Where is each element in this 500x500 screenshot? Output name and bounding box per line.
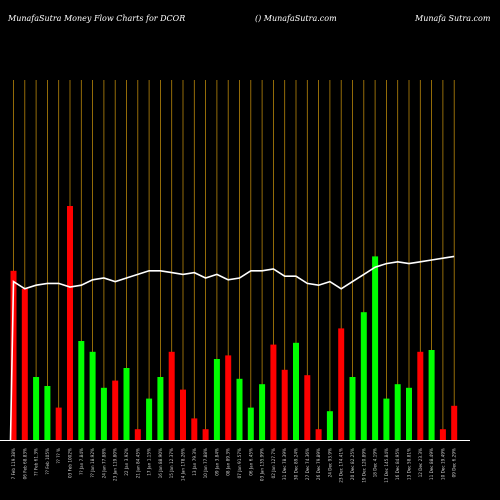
money-flow-bar [134, 429, 141, 440]
x-tick-label: 31 Dec 78.39% [282, 448, 287, 480]
x-tick-label: 23 Dec 174.41% [339, 448, 344, 483]
money-flow-bar [55, 407, 62, 440]
x-tick-label: 17 Dec 145.84% [384, 448, 389, 483]
x-tick-label: ?? Feb 61.3% [34, 448, 39, 476]
x-tick-label: 22 Jan 3.92% [124, 448, 129, 476]
x-tick-label: 06 Jan 6.45% [248, 448, 253, 476]
x-tick-label: 24 Dec 93.9% [327, 448, 332, 477]
x-tick-label: 08 Jan 89.3% [226, 448, 231, 476]
x-tick-label: ?? ?? % [56, 448, 61, 464]
money-flow-bar [428, 350, 435, 440]
money-flow-bar [225, 355, 232, 440]
money-flow-bar [100, 387, 107, 440]
money-flow-bar [146, 398, 153, 440]
x-tick-label: 13 Dec 58.81% [407, 448, 412, 480]
x-tick-label: 10 Jan 77.88% [203, 448, 208, 478]
chart-subtitle: () MunafaSutra.com [255, 14, 337, 23]
money-flow-bar [326, 411, 333, 440]
money-flow-bar [360, 312, 367, 440]
x-tick-label: 02 Jan 127.7% [271, 448, 276, 478]
money-flow-bar [191, 418, 198, 440]
money-flow-bar [168, 351, 175, 440]
money-flow-bar [78, 341, 85, 440]
money-flow-bar [270, 344, 277, 440]
money-flow-bar [451, 405, 458, 440]
x-tick-label: 18 Dec 4.19% [373, 448, 378, 477]
x-tick-label: 17 Jan 1.15% [147, 448, 152, 476]
x-tick-label: 23 Jan 119.80% [113, 448, 118, 481]
x-tick-label: 16 Jan 88.90% [158, 448, 163, 478]
x-tick-label: 24 Jan 77.88% [101, 448, 106, 478]
money-flow-bar [21, 288, 28, 440]
chart-title: MunafaSutra Money Flow Charts for DCOR [8, 14, 186, 23]
x-tick-label: 7 Feb 119.38% [11, 448, 16, 479]
money-flow-bar [236, 378, 243, 440]
x-tick-label: 15 Jan 12.37% [169, 448, 174, 478]
money-flow-bar [180, 389, 186, 440]
money-flow-bar [372, 256, 379, 440]
x-tick-label: 20 Dec 82.25% [350, 448, 355, 480]
x-tick-label: 19 Dec 120.89% [361, 448, 366, 483]
x-tick-label: 16 Dec 84.95% [395, 448, 400, 480]
x-tick-label: ?? Feb 105% [45, 448, 50, 475]
money-flow-bar [247, 407, 254, 440]
money-flow-bar [349, 377, 356, 440]
x-tick-label: 07 Jan 91.57% [237, 448, 242, 478]
money-flow-bar [123, 368, 130, 440]
money-flow-bar [202, 429, 209, 440]
money-flow-bar [112, 380, 119, 440]
x-tick-label: 10 Dec 19.49% [440, 448, 445, 480]
x-tick-label: 12 Dec 23.3% [418, 448, 423, 477]
money-flow-bar [259, 384, 266, 440]
x-tick-label: 09 Dec 6.29% [452, 448, 457, 477]
money-flow-bar [315, 429, 322, 440]
money-flow-bar [33, 377, 40, 440]
x-tick-label: 09 Jan 3.84% [214, 448, 219, 476]
money-flow-bar [383, 398, 390, 440]
x-tick-label: 30 Dec 89.24% [294, 448, 299, 480]
money-flow-bar [44, 386, 51, 440]
money-flow-bar [89, 351, 96, 440]
x-tick-label: 13 Jan 79.3% [192, 448, 197, 476]
money-flow-bar [417, 351, 424, 440]
money-flow-bar [67, 206, 73, 440]
x-tick-label: ?? Jan 18.92% [90, 448, 95, 478]
money-flow-bar [281, 369, 288, 440]
money-flow-bar [10, 270, 17, 440]
x-tick-label: 21 Jan 84.45% [135, 448, 140, 478]
x-tick-label: 14 Jan 178.26% [181, 448, 186, 481]
x-tick-label: 27 Dec 74.36% [305, 448, 310, 480]
money-flow-bar [157, 377, 164, 440]
x-tick-label: 06 Feb 68.83% [22, 448, 27, 479]
money-flow-bar [338, 328, 345, 440]
x-tick-label: 03 Jan 135.99% [260, 448, 265, 481]
x-tick-label: 11 Dec 88.49% [429, 448, 434, 480]
site-credit: Munafa Sutra.com [415, 14, 491, 23]
x-tick-label: 03 Feb 1002% [68, 448, 73, 478]
x-tick-label: ?? Jan 7.84% [79, 448, 84, 475]
money-flow-bar [213, 359, 220, 440]
price-line [9, 255, 455, 441]
money-flow-bar [439, 429, 446, 440]
x-tick-label: 26 Dec 79.89% [316, 448, 321, 480]
money-flow-bar [293, 342, 299, 440]
money-flow-bar [406, 387, 412, 440]
money-flow-bar [304, 375, 311, 440]
money-flow-bar [394, 384, 401, 440]
